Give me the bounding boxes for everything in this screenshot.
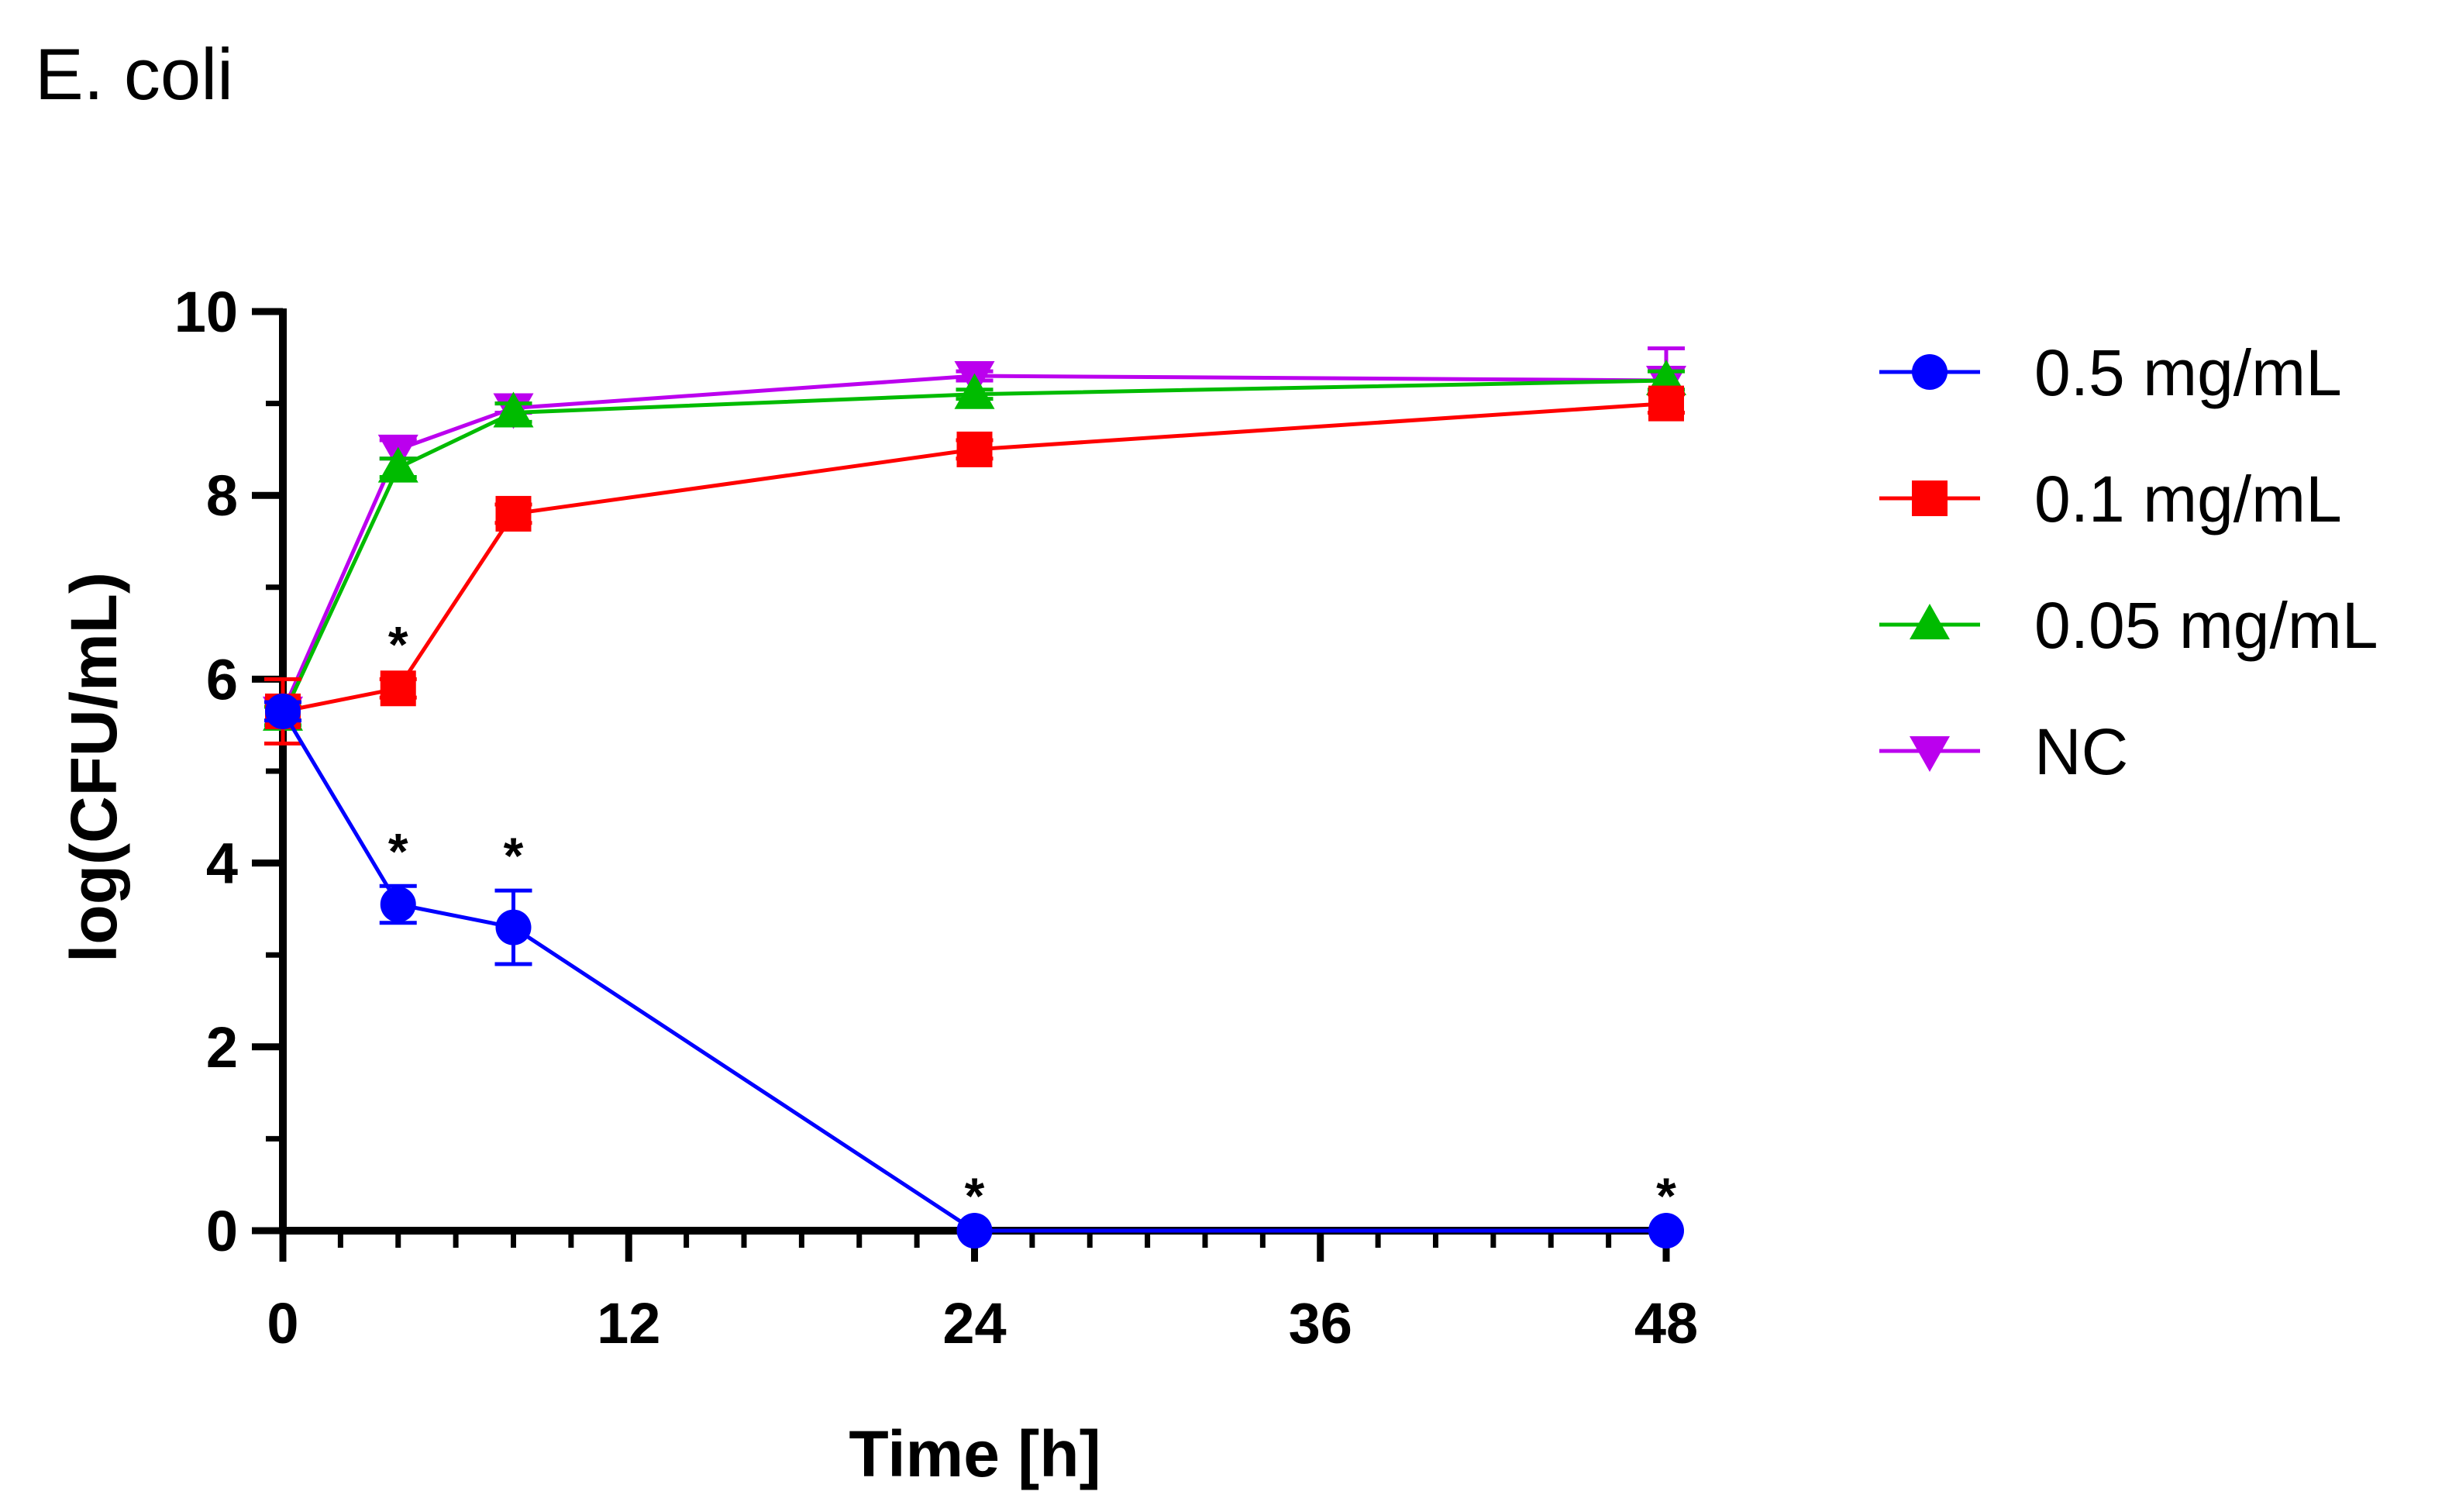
- x-axis-label: Time [h]: [849, 1417, 1100, 1490]
- y-tick-label: 0: [206, 1199, 238, 1263]
- data-point: [265, 693, 301, 729]
- series-0-1-mg-ml: [264, 385, 1685, 746]
- y-tick-label: 8: [206, 463, 238, 528]
- y-tick-label: 6: [206, 647, 238, 711]
- data-point: [1648, 385, 1684, 422]
- y-tick-label: 4: [206, 832, 238, 896]
- data-point: [956, 1213, 993, 1249]
- data-point: [380, 886, 416, 922]
- significance-asterisk: *: [1656, 1167, 1676, 1224]
- y-tick-label: 10: [174, 280, 238, 344]
- plot-area: * * * * *: [263, 346, 1686, 1249]
- series-line: [281, 710, 1666, 1233]
- data-point: [493, 391, 534, 428]
- significance-asterisk: *: [388, 822, 408, 880]
- legend-marker: [1910, 604, 1950, 639]
- data-point: [380, 670, 416, 707]
- data-point: [377, 446, 418, 483]
- legend-label: 0.5 mg/mL: [2034, 336, 2342, 409]
- legend-item: NC: [1879, 715, 2128, 788]
- x-tick-label: 48: [1634, 1291, 1698, 1355]
- series-0-5-mg-ml: [264, 693, 1684, 1249]
- data-point: [954, 373, 995, 409]
- y-tick-label: 2: [206, 1015, 238, 1080]
- y-axis-label: log(CFU/mL): [57, 572, 130, 963]
- legend-label: NC: [2034, 715, 2128, 788]
- data-point: [1648, 1213, 1684, 1249]
- significance-asterisk: *: [965, 1167, 985, 1224]
- data-point: [956, 431, 993, 467]
- legend-marker: [1912, 480, 1948, 516]
- chart-title: E. coli: [35, 33, 233, 115]
- legend-label: 0.05 mg/mL: [2034, 589, 2378, 662]
- series-line: [281, 374, 1667, 712]
- legend: 0.5 mg/mL 0.1 mg/mL 0.05 mg/mL NC: [1879, 336, 2378, 788]
- legend-item: 0.05 mg/mL: [1879, 589, 2378, 662]
- legend-marker: [1910, 736, 1950, 772]
- x-tick-label: 0: [267, 1291, 298, 1355]
- data-point: [495, 495, 532, 532]
- x-tick-label: 12: [597, 1291, 660, 1355]
- legend-marker: [1912, 354, 1948, 390]
- significance-asterisk: *: [388, 615, 408, 673]
- legend-label: 0.1 mg/mL: [2034, 463, 2342, 536]
- significance-asterisk: *: [504, 827, 524, 884]
- x-tick-label: 24: [942, 1291, 1006, 1355]
- legend-item: 0.5 mg/mL: [1879, 336, 2342, 409]
- x-tick-label: 36: [1289, 1291, 1352, 1355]
- data-point: [495, 909, 532, 945]
- legend-item: 0.1 mg/mL: [1879, 463, 2342, 536]
